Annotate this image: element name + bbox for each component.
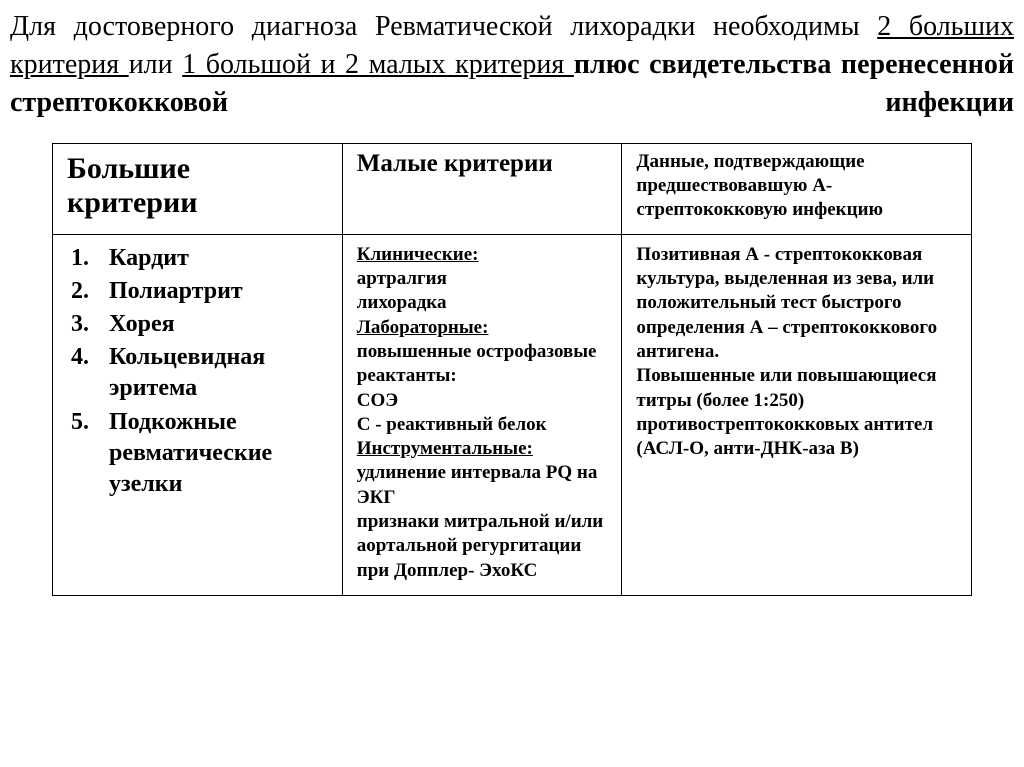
minor-line: артралгия: [357, 267, 608, 291]
intro-seg3: или: [129, 49, 183, 80]
header-strep-evidence: Данные, подтверждающие предшествовавшую …: [622, 144, 972, 234]
list-item: Подкожные ревматические узелки: [95, 407, 328, 501]
minor-line: СОЭ: [357, 389, 608, 413]
minor-line: повышенные острофазовые реактанты:: [357, 340, 608, 389]
major-criteria-list: Кардит Полиартрит Хорея Кольцевидная эри…: [67, 243, 328, 501]
minor-line: признаки митральной и/или аортальной рег…: [357, 510, 608, 583]
list-item: Кардит: [95, 243, 328, 274]
minor-criteria-cell: Клинические: артралгия лихорадка Лаборат…: [342, 234, 622, 595]
minor-line: лихорадка: [357, 291, 608, 315]
criteria-table: Большие критерии Малые критерии Данные, …: [52, 143, 972, 596]
table-body-row: Кардит Полиартрит Хорея Кольцевидная эри…: [53, 234, 972, 595]
major-criteria-cell: Кардит Полиартрит Хорея Кольцевидная эри…: [53, 234, 343, 595]
intro-seg4: 1 большой и 2 малых критерия: [182, 49, 574, 80]
strep-evidence-text: Позитивная А - стрептококковая культура,…: [636, 243, 957, 462]
intro-paragraph: Для достоверного диагноза Ревматической …: [10, 8, 1014, 121]
minor-line: удлинение интервала PQ на ЭКГ: [357, 461, 608, 510]
list-item: Полиартрит: [95, 276, 328, 307]
header-minor-criteria: Малые критерии: [342, 144, 622, 234]
strep-evidence-cell: Позитивная А - стрептококковая культура,…: [622, 234, 972, 595]
minor-clinical-heading: Клинические:: [357, 243, 608, 267]
intro-seg1: Для достоверного диагноза Ревматической …: [10, 11, 877, 42]
minor-lab-heading: Лабораторные:: [357, 316, 608, 340]
header-major-criteria: Большие критерии: [53, 144, 343, 234]
list-item: Хорея: [95, 309, 328, 340]
table-header-row: Большие критерии Малые критерии Данные, …: [53, 144, 972, 234]
minor-instrumental-heading: Инструментальные:: [357, 437, 608, 461]
minor-line: С - реактивный белок: [357, 413, 608, 437]
list-item: Кольцевидная эритема: [95, 342, 328, 404]
